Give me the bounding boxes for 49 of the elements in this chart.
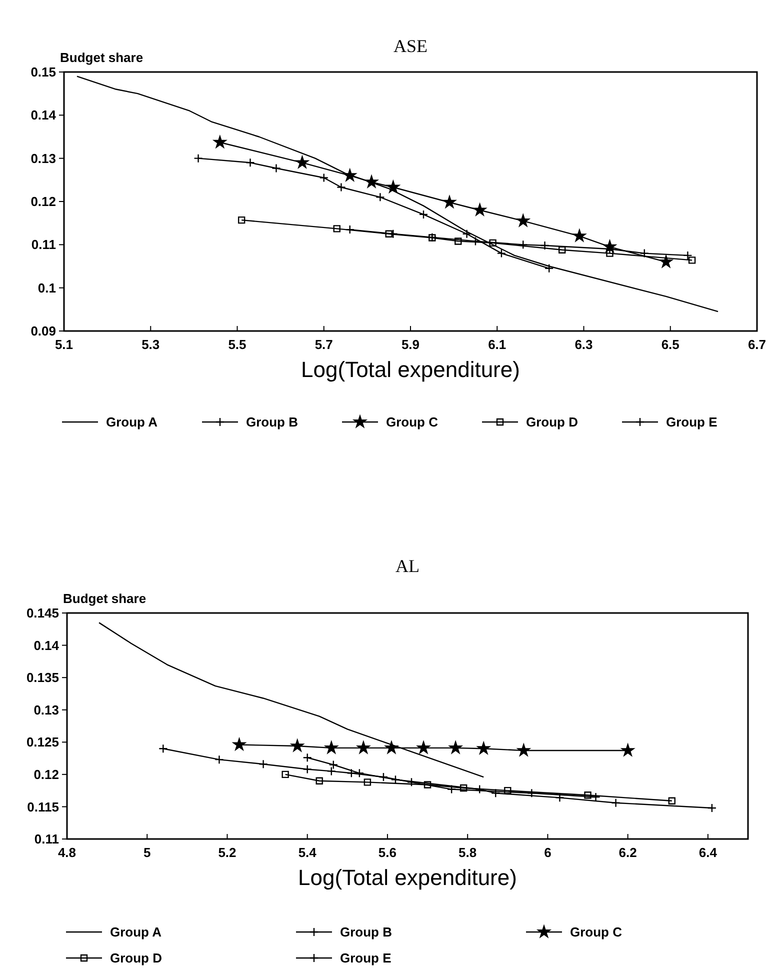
y-tick-label: 0.13 [30, 150, 56, 166]
x-tick-label: 6.5 [661, 337, 680, 352]
x-tick-label: 6.2 [618, 845, 637, 860]
legend-label: Group A [106, 414, 158, 430]
x-tick-label: 6.1 [488, 337, 506, 352]
x-tick-label: 6 [544, 845, 552, 860]
y-tick-label: 0.14 [30, 108, 57, 123]
y-tick-label: 0.135 [26, 670, 59, 686]
legend-label: Group E [340, 950, 392, 966]
x-tick-label: 5.1 [54, 337, 74, 352]
legend-label: Group B [246, 414, 298, 430]
y-tick-label: 0.125 [26, 734, 59, 750]
x-tick-label: 5.8 [458, 845, 477, 860]
chart-title: AL [396, 556, 420, 576]
x-axis-title: Log(Total expenditure) [301, 357, 520, 382]
y-tick-label: 0.09 [30, 324, 56, 339]
legend-label: Group D [110, 950, 162, 966]
legend-label: Group D [526, 414, 578, 430]
y-axis-title: Budget share [63, 591, 146, 606]
y-tick-label: 0.11 [31, 237, 56, 252]
legend-label: Group C [570, 924, 623, 940]
x-tick-label: 6.3 [574, 337, 593, 352]
x-tick-label: 5.2 [218, 845, 236, 860]
legend-label: Group A [110, 924, 162, 940]
y-tick-label: 0.13 [34, 702, 59, 718]
y-tick-label: 0.11 [34, 832, 59, 847]
x-tick-label: 5 [144, 845, 151, 860]
x-tick-label: 5.7 [314, 337, 333, 352]
x-tick-label: 6.7 [748, 337, 766, 352]
x-tick-label: 5.4 [298, 845, 318, 860]
x-tick-label: 5.6 [378, 845, 397, 860]
x-tick-label: 5.9 [401, 337, 420, 352]
x-tick-label: 5.3 [142, 337, 160, 352]
legend-label: Group B [340, 924, 392, 940]
y-tick-label: 0.15 [30, 64, 56, 80]
y-tick-label: 0.1 [38, 280, 56, 296]
x-tick-label: 5.5 [228, 337, 246, 352]
y-tick-label: 0.14 [34, 638, 60, 653]
legend-label: Group E [666, 414, 718, 430]
x-tick-label: 4.8 [58, 845, 76, 860]
y-tick-label: 0.145 [26, 606, 59, 621]
y-axis-title: Budget share [60, 50, 144, 65]
y-tick-label: 0.12 [30, 194, 56, 210]
x-tick-label: 6.4 [698, 845, 718, 860]
y-tick-label: 0.115 [27, 799, 59, 814]
legend-label: Group C [386, 414, 439, 430]
chart-title: ASE [393, 36, 428, 56]
y-tick-label: 0.12 [34, 766, 59, 782]
x-axis-title: Log(Total expenditure) [298, 865, 517, 890]
